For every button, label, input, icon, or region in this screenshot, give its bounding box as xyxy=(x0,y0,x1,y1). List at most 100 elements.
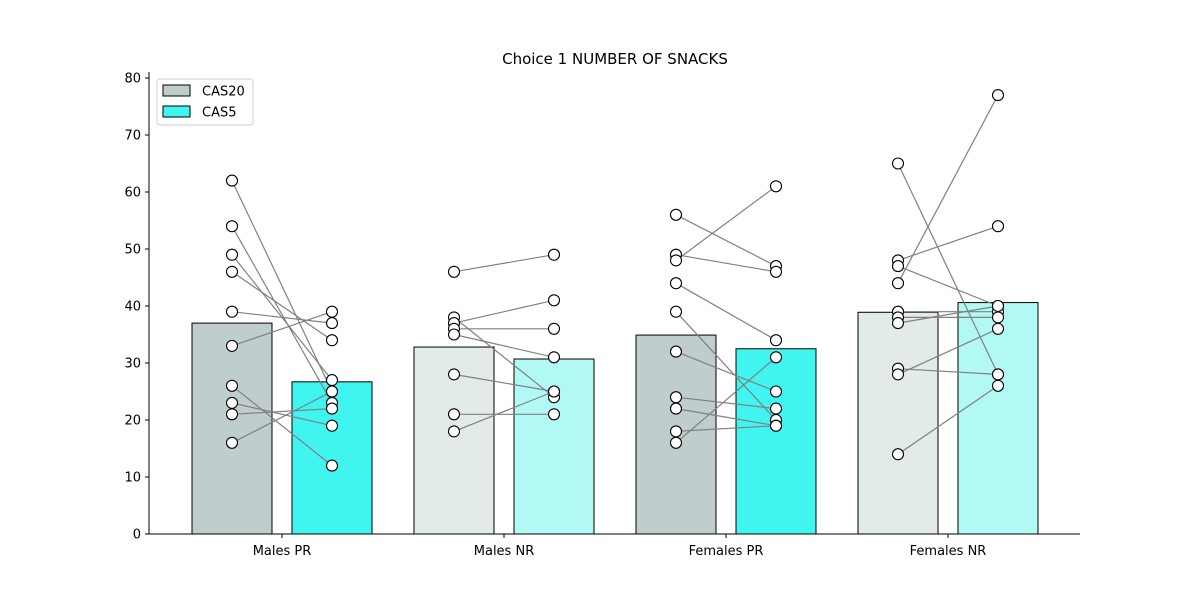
data-point-cas20 xyxy=(225,174,239,187)
pair-line xyxy=(231,311,333,347)
data-point-cas5 xyxy=(325,317,339,330)
data-point-cas5 xyxy=(325,459,339,472)
data-point-cas5 xyxy=(325,419,339,432)
data-point-cas5 xyxy=(547,294,561,307)
data-point-cas20 xyxy=(447,328,461,341)
data-point-cas20 xyxy=(225,248,239,261)
y-tick-label: 50 xyxy=(124,243,141,258)
data-point-cas20 xyxy=(669,208,683,221)
data-point-cas5 xyxy=(769,351,783,364)
data-point-cas20 xyxy=(891,448,905,461)
legend-swatch-cas5 xyxy=(162,105,191,118)
pair-line xyxy=(231,385,333,467)
data-point-cas5 xyxy=(325,385,339,398)
data-point-cas5 xyxy=(325,305,339,318)
x-tick-label: Females NR xyxy=(910,544,987,559)
data-point-cas5 xyxy=(769,385,783,398)
pair-line xyxy=(231,311,333,324)
pair-line xyxy=(675,351,777,393)
x-tick-label: Females PR xyxy=(689,544,764,559)
data-point-cas20 xyxy=(447,408,461,421)
y-tick-label: 20 xyxy=(124,414,141,429)
data-point-cas20 xyxy=(891,157,905,170)
data-point-cas5 xyxy=(991,368,1005,381)
points-group xyxy=(225,89,1005,472)
data-point-cas20 xyxy=(669,277,683,290)
data-point-cas5 xyxy=(547,248,561,261)
data-point-cas20 xyxy=(891,277,905,290)
data-point-cas5 xyxy=(991,220,1005,233)
data-point-cas20 xyxy=(891,260,905,273)
data-point-cas20 xyxy=(447,368,461,381)
x-tick-label: Males PR xyxy=(253,544,312,559)
legend-swatch-cas20 xyxy=(162,84,191,97)
data-point-cas5 xyxy=(769,180,783,193)
pair-line xyxy=(675,282,777,341)
pair-line xyxy=(897,385,999,455)
data-point-cas5 xyxy=(547,322,561,335)
pair-line xyxy=(897,225,999,261)
y-tick-label: 80 xyxy=(124,72,141,87)
data-point-cas20 xyxy=(225,220,239,233)
pair-line xyxy=(453,254,555,273)
pair-line xyxy=(897,368,999,375)
data-point-cas5 xyxy=(991,379,1005,392)
data-point-cas20 xyxy=(669,391,683,404)
pair-line xyxy=(675,214,777,267)
data-point-cas20 xyxy=(447,425,461,438)
y-tick-label: 40 xyxy=(124,300,141,315)
data-point-cas20 xyxy=(669,345,683,358)
pair-line xyxy=(231,180,333,392)
data-point-cas20 xyxy=(225,339,239,352)
bar-cas5-females-nr xyxy=(957,302,1039,535)
pair-line xyxy=(453,299,555,324)
chart-title: Choice 1 NUMBER OF SNACKS xyxy=(502,50,728,68)
pair-line xyxy=(897,305,999,324)
pair-line xyxy=(675,408,777,427)
pair-line xyxy=(675,185,777,261)
bar-cas5-males-nr xyxy=(513,358,595,535)
pair-line xyxy=(453,373,555,393)
data-point-cas20 xyxy=(225,436,239,449)
pair-line xyxy=(897,163,999,375)
pair-line xyxy=(231,402,333,427)
pair-line xyxy=(453,333,555,358)
pair-line xyxy=(675,311,777,421)
data-point-cas5 xyxy=(991,89,1005,102)
data-point-cas20 xyxy=(669,425,683,438)
data-point-cas5 xyxy=(769,265,783,278)
pair-line xyxy=(231,408,333,415)
data-point-cas5 xyxy=(769,419,783,432)
pair-line xyxy=(231,271,333,341)
data-point-cas5 xyxy=(325,374,339,387)
y-tick-label: 0 xyxy=(133,528,141,543)
data-point-cas20 xyxy=(669,254,683,267)
axes-group: 0 10 20 30 40 50 60 70 80 Males PR Males NR Females… xyxy=(124,72,1080,559)
data-point-cas20 xyxy=(447,265,461,278)
y-tick-label: 70 xyxy=(124,129,141,144)
data-point-cas5 xyxy=(547,385,561,398)
data-point-cas5 xyxy=(991,299,1005,313)
y-tick-label: 30 xyxy=(124,357,141,372)
bar-cas20-females-nr xyxy=(857,311,939,535)
pair-line xyxy=(675,425,777,432)
legend-label-cas20: CAS20 xyxy=(202,85,245,100)
legend: CAS20 CAS5 xyxy=(156,78,254,126)
data-point-cas5 xyxy=(547,408,561,421)
pair-line xyxy=(453,390,555,432)
bar-cas5-females-pr xyxy=(735,348,817,535)
pair-line xyxy=(675,396,777,410)
data-point-cas20 xyxy=(225,265,239,278)
data-point-cas20 xyxy=(225,305,239,318)
data-point-cas5 xyxy=(991,322,1005,335)
data-point-cas20 xyxy=(891,368,905,381)
data-point-cas20 xyxy=(225,408,239,421)
data-point-cas5 xyxy=(991,311,1005,324)
data-point-cas5 xyxy=(769,402,783,415)
pair-lines-group xyxy=(231,94,999,467)
data-point-cas20 xyxy=(225,396,239,409)
data-point-cas20 xyxy=(669,305,683,318)
data-point-cas20 xyxy=(669,436,683,449)
data-point-cas5 xyxy=(325,334,339,347)
